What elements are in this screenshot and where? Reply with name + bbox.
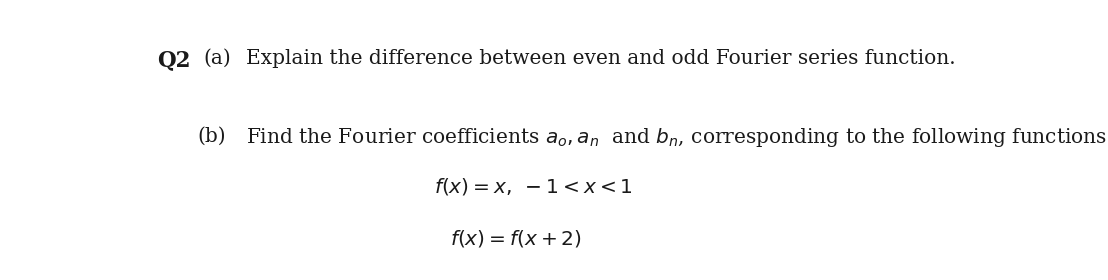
Text: Find the Fourier coefficients $a_o, a_n$  and $b_n$, corresponding to the follow: Find the Fourier coefficients $a_o, a_n$… (246, 126, 1108, 149)
Text: (b): (b) (197, 126, 226, 145)
Text: $f(x) = x, \; -1 < x < 1$: $f(x) = x, \; -1 < x < 1$ (434, 176, 633, 197)
Text: $f(x) = f(x + 2)$: $f(x) = f(x + 2)$ (450, 228, 583, 249)
Text: Q2: Q2 (157, 49, 191, 71)
Text: Explain the difference between even and odd Fourier series function.: Explain the difference between even and … (246, 49, 955, 68)
Text: (a): (a) (203, 49, 230, 68)
